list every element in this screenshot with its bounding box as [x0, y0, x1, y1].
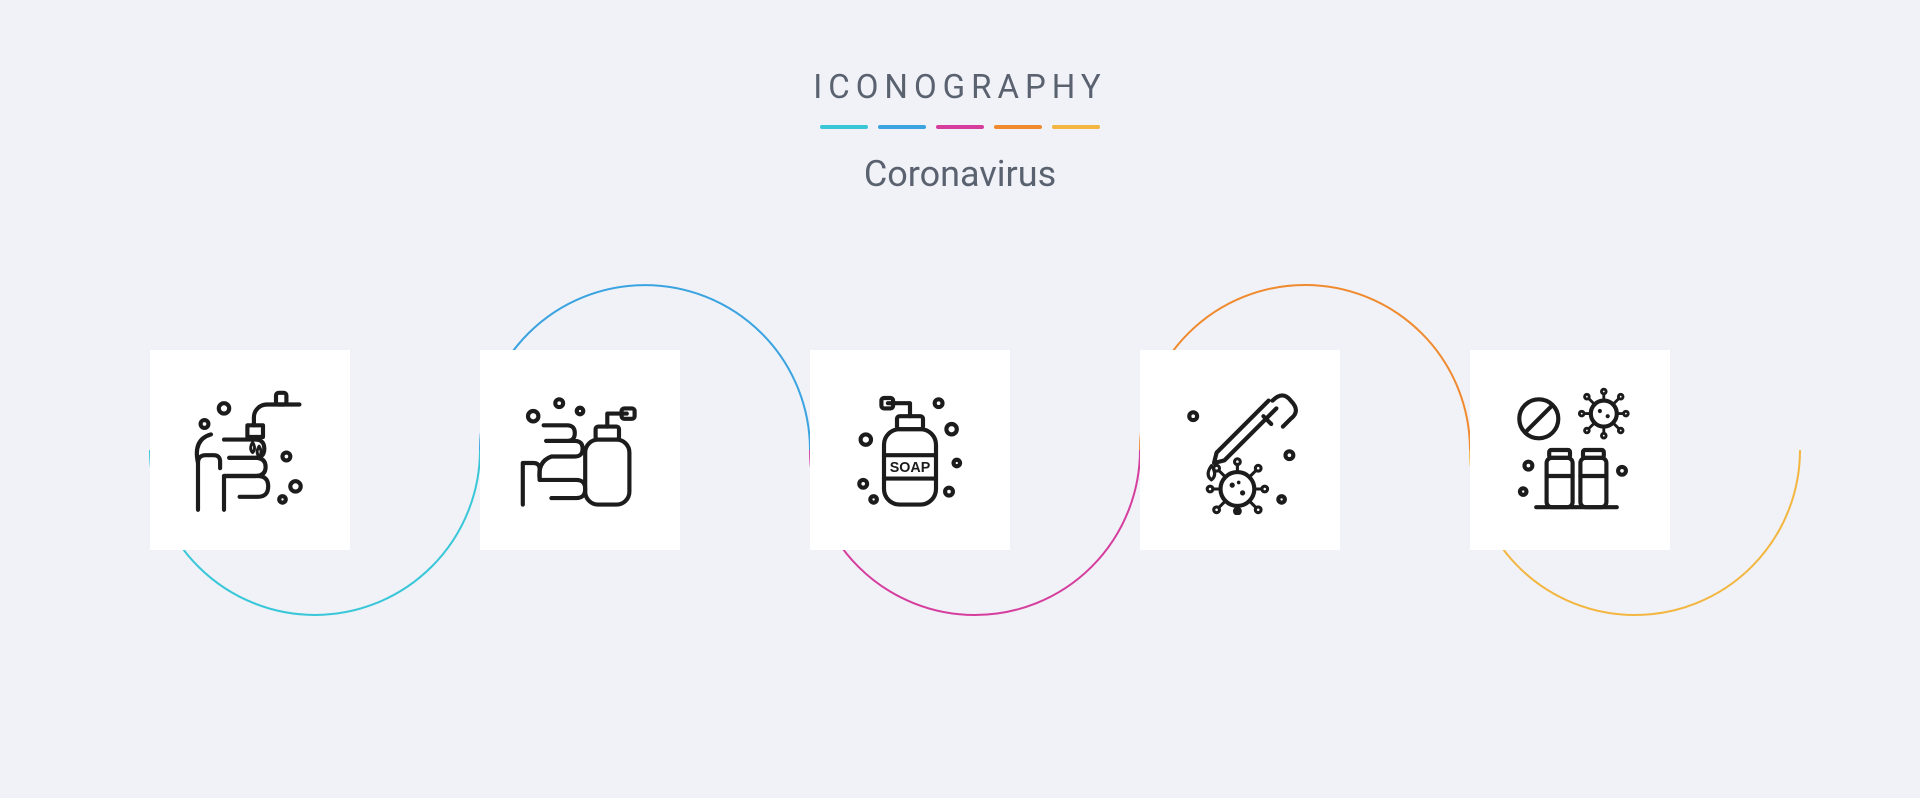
underline-1	[820, 125, 868, 129]
dropper-virus-icon	[1175, 385, 1305, 515]
underline-row	[0, 125, 1920, 129]
svg-text:SOAP: SOAP	[890, 460, 931, 476]
icon-tile	[1140, 350, 1340, 550]
underline-5	[1052, 125, 1100, 129]
underline-4	[994, 125, 1042, 129]
underline-2	[878, 125, 926, 129]
handwash-tap-icon	[185, 385, 315, 515]
header: ICONOGRAPHY Coronavirus	[0, 0, 1920, 195]
brand-text: ICONOGRAPHY	[0, 68, 1920, 107]
stage: SOAP	[0, 260, 1920, 720]
icon-tile	[1470, 350, 1670, 550]
subtitle-text: Coronavirus	[0, 153, 1920, 195]
underline-3	[936, 125, 984, 129]
icon-tile: SOAP	[810, 350, 1010, 550]
hand-sanitizer-icon	[515, 385, 645, 515]
vaccine-vials-icon	[1505, 385, 1635, 515]
soap-bottle-icon: SOAP	[845, 385, 975, 515]
icon-tile	[480, 350, 680, 550]
icon-tile	[150, 350, 350, 550]
